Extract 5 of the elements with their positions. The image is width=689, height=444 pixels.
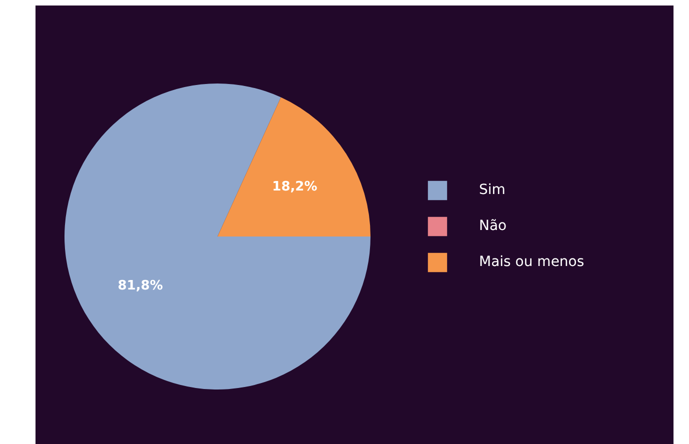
- data-label: 18,2%: [272, 179, 318, 194]
- legend-label: Sim: [479, 182, 506, 198]
- legend-label: Não: [479, 218, 507, 234]
- legend-label: Mais ou menos: [479, 254, 584, 270]
- data-label: 81,8%: [118, 278, 163, 294]
